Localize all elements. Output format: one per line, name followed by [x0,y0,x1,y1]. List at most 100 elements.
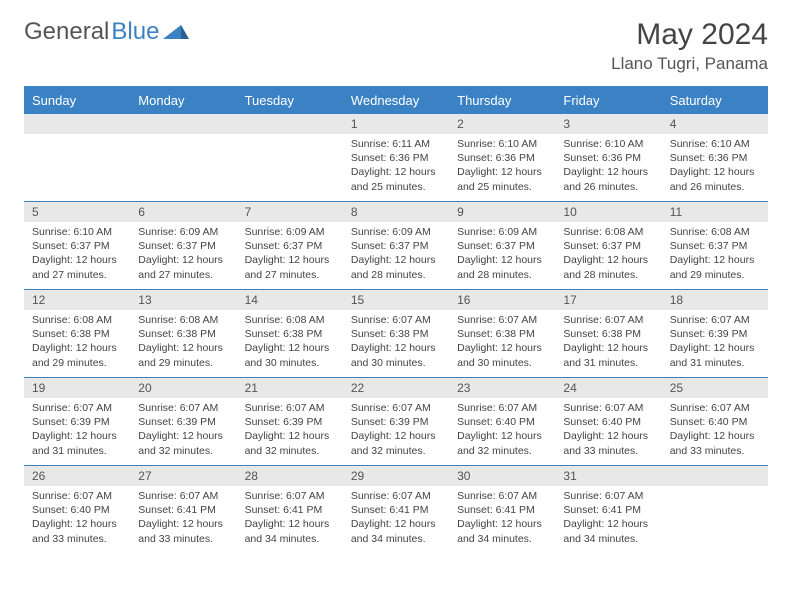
day-content: Sunrise: 6:09 AMSunset: 6:37 PMDaylight:… [343,222,449,288]
calendar-cell: 6Sunrise: 6:09 AMSunset: 6:37 PMDaylight… [130,202,236,290]
day-content: Sunrise: 6:07 AMSunset: 6:39 PMDaylight:… [662,310,768,376]
calendar-cell: 2Sunrise: 6:10 AMSunset: 6:36 PMDaylight… [449,114,555,202]
month-title: May 2024 [611,18,768,52]
calendar-cell: 15Sunrise: 6:07 AMSunset: 6:38 PMDayligh… [343,290,449,378]
day-number: 10 [555,202,661,222]
day-number: 18 [662,290,768,310]
calendar-cell: 27Sunrise: 6:07 AMSunset: 6:41 PMDayligh… [130,466,236,554]
calendar-cell: 13Sunrise: 6:08 AMSunset: 6:38 PMDayligh… [130,290,236,378]
day-number [237,114,343,134]
day-header: Sunday [24,87,130,114]
day-number: 21 [237,378,343,398]
calendar-table: SundayMondayTuesdayWednesdayThursdayFrid… [24,86,768,554]
day-content: Sunrise: 6:09 AMSunset: 6:37 PMDaylight:… [237,222,343,288]
calendar-cell: 10Sunrise: 6:08 AMSunset: 6:37 PMDayligh… [555,202,661,290]
page-header: GeneralBlue May 2024 Llano Tugri, Panama [24,18,768,74]
calendar-cell: 31Sunrise: 6:07 AMSunset: 6:41 PMDayligh… [555,466,661,554]
day-number: 28 [237,466,343,486]
day-content: Sunrise: 6:07 AMSunset: 6:38 PMDaylight:… [555,310,661,376]
day-number: 8 [343,202,449,222]
calendar-cell: 5Sunrise: 6:10 AMSunset: 6:37 PMDaylight… [24,202,130,290]
day-content: Sunrise: 6:08 AMSunset: 6:37 PMDaylight:… [555,222,661,288]
day-number: 4 [662,114,768,134]
calendar-week-row: 5Sunrise: 6:10 AMSunset: 6:37 PMDaylight… [24,202,768,290]
calendar-cell: 8Sunrise: 6:09 AMSunset: 6:37 PMDaylight… [343,202,449,290]
day-number: 1 [343,114,449,134]
day-content: Sunrise: 6:07 AMSunset: 6:39 PMDaylight:… [24,398,130,464]
day-header: Tuesday [237,87,343,114]
day-content: Sunrise: 6:07 AMSunset: 6:41 PMDaylight:… [449,486,555,552]
day-number: 22 [343,378,449,398]
calendar-cell [237,114,343,202]
day-content: Sunrise: 6:10 AMSunset: 6:36 PMDaylight:… [449,134,555,200]
day-content: Sunrise: 6:10 AMSunset: 6:36 PMDaylight:… [555,134,661,200]
day-content: Sunrise: 6:10 AMSunset: 6:37 PMDaylight:… [24,222,130,288]
day-number: 16 [449,290,555,310]
calendar-cell: 17Sunrise: 6:07 AMSunset: 6:38 PMDayligh… [555,290,661,378]
day-number: 31 [555,466,661,486]
day-header: Monday [130,87,236,114]
day-number: 7 [237,202,343,222]
day-number: 15 [343,290,449,310]
day-content: Sunrise: 6:07 AMSunset: 6:38 PMDaylight:… [449,310,555,376]
calendar-cell: 30Sunrise: 6:07 AMSunset: 6:41 PMDayligh… [449,466,555,554]
day-number: 25 [662,378,768,398]
calendar-cell: 23Sunrise: 6:07 AMSunset: 6:40 PMDayligh… [449,378,555,466]
calendar-cell: 4Sunrise: 6:10 AMSunset: 6:36 PMDaylight… [662,114,768,202]
day-number: 20 [130,378,236,398]
day-content: Sunrise: 6:07 AMSunset: 6:40 PMDaylight:… [24,486,130,552]
location-text: Llano Tugri, Panama [611,54,768,74]
calendar-cell: 22Sunrise: 6:07 AMSunset: 6:39 PMDayligh… [343,378,449,466]
day-number: 29 [343,466,449,486]
day-content: Sunrise: 6:07 AMSunset: 6:39 PMDaylight:… [237,398,343,464]
day-header: Thursday [449,87,555,114]
day-number: 6 [130,202,236,222]
calendar-cell: 18Sunrise: 6:07 AMSunset: 6:39 PMDayligh… [662,290,768,378]
calendar-cell [24,114,130,202]
day-number: 17 [555,290,661,310]
day-content: Sunrise: 6:07 AMSunset: 6:38 PMDaylight:… [343,310,449,376]
day-number: 5 [24,202,130,222]
day-number: 11 [662,202,768,222]
calendar-cell: 12Sunrise: 6:08 AMSunset: 6:38 PMDayligh… [24,290,130,378]
calendar-cell: 3Sunrise: 6:10 AMSunset: 6:36 PMDaylight… [555,114,661,202]
day-content: Sunrise: 6:07 AMSunset: 6:40 PMDaylight:… [662,398,768,464]
day-header: Wednesday [343,87,449,114]
calendar-cell: 25Sunrise: 6:07 AMSunset: 6:40 PMDayligh… [662,378,768,466]
day-number: 19 [24,378,130,398]
calendar-cell: 11Sunrise: 6:08 AMSunset: 6:37 PMDayligh… [662,202,768,290]
day-number: 26 [24,466,130,486]
calendar-cell: 1Sunrise: 6:11 AMSunset: 6:36 PMDaylight… [343,114,449,202]
calendar-cell: 28Sunrise: 6:07 AMSunset: 6:41 PMDayligh… [237,466,343,554]
calendar-cell: 21Sunrise: 6:07 AMSunset: 6:39 PMDayligh… [237,378,343,466]
calendar-cell: 24Sunrise: 6:07 AMSunset: 6:40 PMDayligh… [555,378,661,466]
day-number: 30 [449,466,555,486]
day-number: 3 [555,114,661,134]
day-content: Sunrise: 6:08 AMSunset: 6:38 PMDaylight:… [24,310,130,376]
calendar-cell [130,114,236,202]
day-content: Sunrise: 6:08 AMSunset: 6:38 PMDaylight:… [237,310,343,376]
day-number: 27 [130,466,236,486]
day-number [130,114,236,134]
title-block: May 2024 Llano Tugri, Panama [611,18,768,74]
calendar-week-row: 19Sunrise: 6:07 AMSunset: 6:39 PMDayligh… [24,378,768,466]
day-number: 13 [130,290,236,310]
day-content: Sunrise: 6:08 AMSunset: 6:38 PMDaylight:… [130,310,236,376]
day-content: Sunrise: 6:07 AMSunset: 6:41 PMDaylight:… [237,486,343,552]
calendar-cell: 9Sunrise: 6:09 AMSunset: 6:37 PMDaylight… [449,202,555,290]
day-content: Sunrise: 6:07 AMSunset: 6:39 PMDaylight:… [343,398,449,464]
day-content: Sunrise: 6:07 AMSunset: 6:40 PMDaylight:… [449,398,555,464]
day-content: Sunrise: 6:07 AMSunset: 6:41 PMDaylight:… [555,486,661,552]
day-content: Sunrise: 6:09 AMSunset: 6:37 PMDaylight:… [449,222,555,288]
calendar-week-row: 1Sunrise: 6:11 AMSunset: 6:36 PMDaylight… [24,114,768,202]
calendar-cell: 16Sunrise: 6:07 AMSunset: 6:38 PMDayligh… [449,290,555,378]
day-number [24,114,130,134]
brand-text-1: General [24,18,109,46]
calendar-cell: 26Sunrise: 6:07 AMSunset: 6:40 PMDayligh… [24,466,130,554]
calendar-week-row: 26Sunrise: 6:07 AMSunset: 6:40 PMDayligh… [24,466,768,554]
calendar-body: 1Sunrise: 6:11 AMSunset: 6:36 PMDaylight… [24,114,768,554]
logo-mark-icon [163,18,189,46]
day-number: 2 [449,114,555,134]
calendar-cell: 29Sunrise: 6:07 AMSunset: 6:41 PMDayligh… [343,466,449,554]
day-content: Sunrise: 6:07 AMSunset: 6:41 PMDaylight:… [343,486,449,552]
